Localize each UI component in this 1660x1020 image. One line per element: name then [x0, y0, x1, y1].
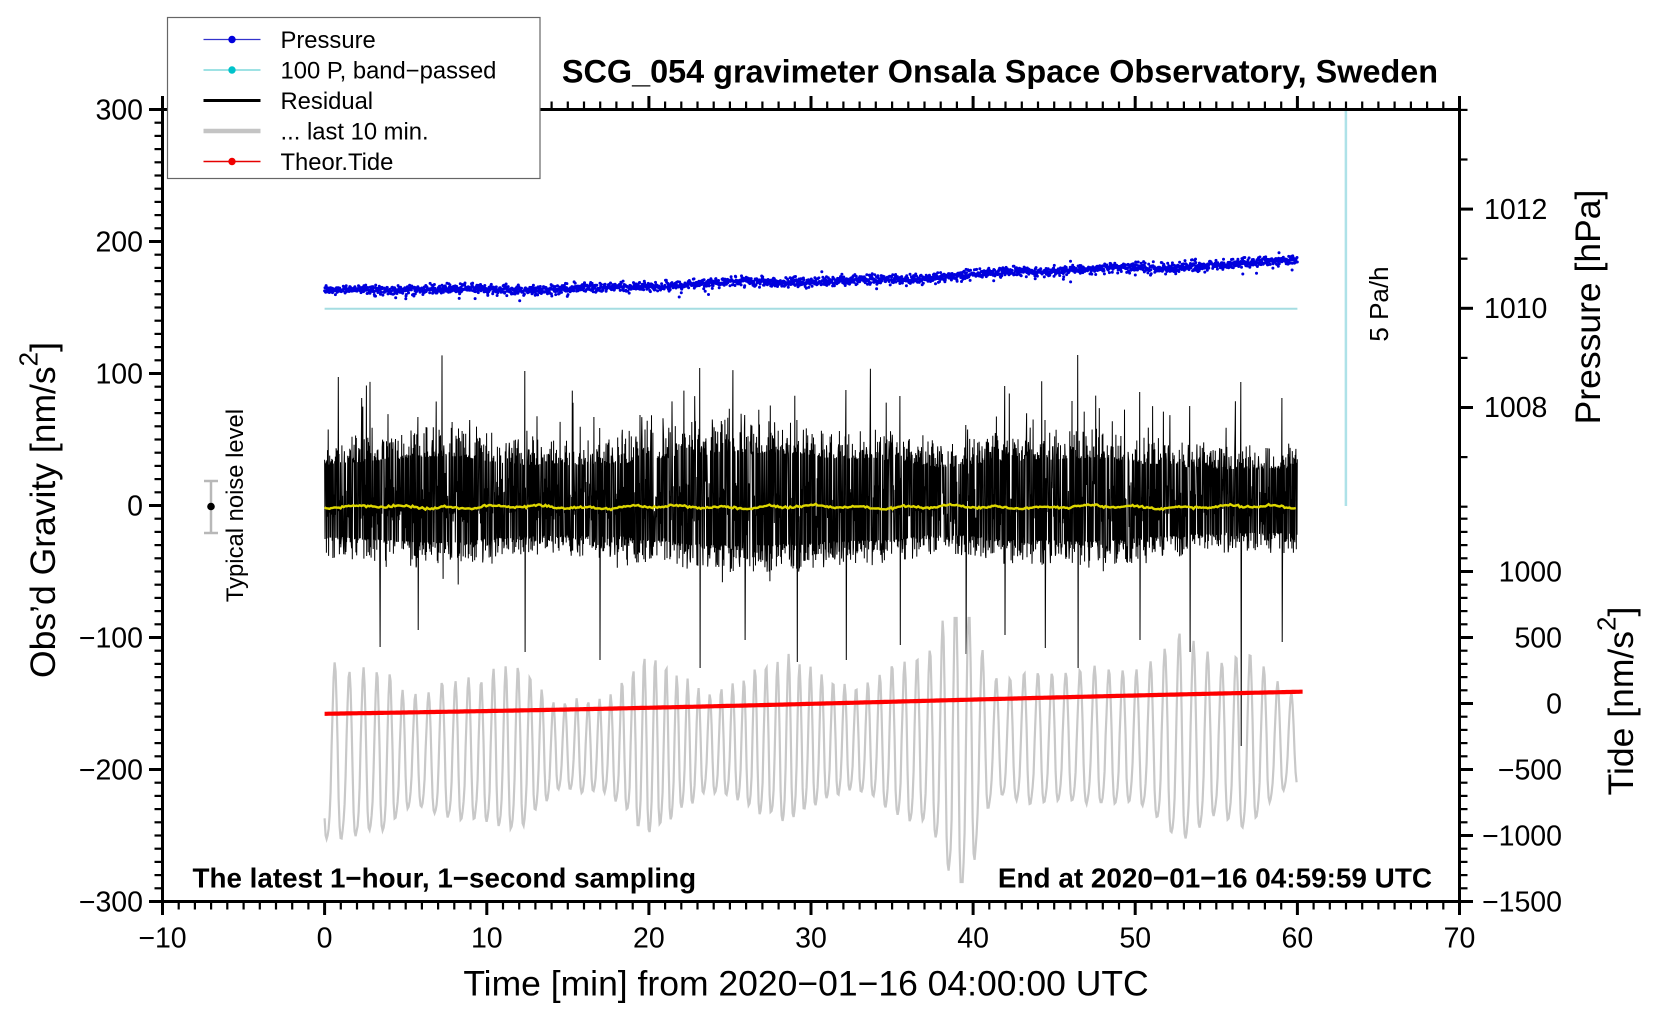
svg-text:50: 50 — [1119, 923, 1151, 955]
svg-text:Theor.Tide: Theor.Tide — [281, 149, 394, 176]
svg-text:Pressure: Pressure — [281, 27, 376, 54]
svg-text:Time [min] from 2020−01−16 04:: Time [min] from 2020−01−16 04:00:00 UTC — [463, 964, 1148, 1004]
svg-text:−200: −200 — [79, 755, 143, 787]
svg-text:−1500: −1500 — [1482, 887, 1562, 919]
svg-text:500: 500 — [1514, 623, 1562, 655]
svg-text:0: 0 — [127, 491, 143, 523]
svg-text:... last 10 min.: ... last 10 min. — [281, 119, 429, 146]
svg-text:Typical noise level: Typical noise level — [222, 409, 249, 602]
svg-text:1010: 1010 — [1484, 293, 1547, 325]
svg-text:1012: 1012 — [1484, 194, 1547, 226]
svg-text:−10: −10 — [138, 923, 186, 955]
svg-text:40: 40 — [957, 923, 989, 955]
svg-text:−100: −100 — [79, 623, 143, 655]
svg-text:−1000: −1000 — [1482, 821, 1562, 853]
svg-text:10: 10 — [471, 923, 503, 955]
svg-text:1000: 1000 — [1499, 557, 1562, 589]
svg-text:20: 20 — [633, 923, 665, 955]
svg-text:SCG_054 gravimeter Onsala Spac: SCG_054 gravimeter Onsala Space Observat… — [562, 54, 1438, 90]
svg-text:1008: 1008 — [1484, 392, 1547, 424]
svg-text:70: 70 — [1444, 923, 1476, 955]
svg-text:60: 60 — [1282, 923, 1314, 955]
svg-text:−500: −500 — [1498, 755, 1562, 787]
svg-text:100: 100 — [95, 359, 143, 391]
svg-text:5 Pa/h: 5 Pa/h — [1364, 266, 1394, 341]
svg-text:30: 30 — [795, 923, 827, 955]
svg-text:End at 2020−01−16 04:59:59 UTC: End at 2020−01−16 04:59:59 UTC — [998, 863, 1432, 894]
svg-text:0: 0 — [317, 923, 333, 955]
svg-text:Residual: Residual — [281, 88, 374, 115]
svg-text:The latest 1−hour, 1−second sa: The latest 1−hour, 1−second sampling — [193, 863, 697, 894]
svg-text:100 P, band−passed: 100 P, band−passed — [281, 58, 497, 85]
svg-text:−300: −300 — [79, 887, 143, 919]
svg-text:0: 0 — [1546, 689, 1562, 721]
svg-text:Pressure [hPa]: Pressure [hPa] — [1568, 190, 1608, 425]
svg-text:300: 300 — [95, 95, 143, 127]
svg-text:200: 200 — [95, 227, 143, 259]
